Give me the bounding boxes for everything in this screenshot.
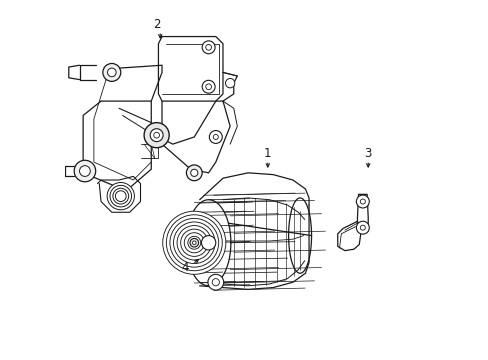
Circle shape [107,183,134,210]
Circle shape [225,78,234,88]
Circle shape [212,279,219,286]
Circle shape [173,222,215,264]
Circle shape [201,235,215,250]
Circle shape [102,63,121,81]
Circle shape [163,211,225,274]
Circle shape [190,169,198,176]
Circle shape [169,219,218,267]
Circle shape [166,215,222,271]
Circle shape [113,188,128,204]
Circle shape [187,236,201,249]
Circle shape [192,241,196,244]
Circle shape [205,44,211,50]
Circle shape [186,165,202,181]
Circle shape [184,233,204,253]
Circle shape [356,221,368,234]
Circle shape [207,274,223,290]
Circle shape [190,238,198,247]
Circle shape [177,226,211,260]
Circle shape [202,80,215,93]
Circle shape [213,134,218,139]
Circle shape [153,132,159,138]
Circle shape [115,191,126,202]
Circle shape [110,185,131,207]
Circle shape [209,131,222,143]
Circle shape [205,84,211,90]
Text: 2: 2 [153,18,160,31]
Text: 4: 4 [181,261,189,274]
Text: 3: 3 [364,147,371,159]
Circle shape [360,225,365,230]
Circle shape [74,160,96,182]
Circle shape [180,229,207,256]
Circle shape [356,195,368,208]
Circle shape [107,68,116,77]
Circle shape [144,123,169,148]
Text: 1: 1 [264,147,271,159]
Circle shape [360,199,365,204]
Circle shape [202,41,215,54]
Circle shape [150,129,163,141]
Circle shape [80,166,90,176]
